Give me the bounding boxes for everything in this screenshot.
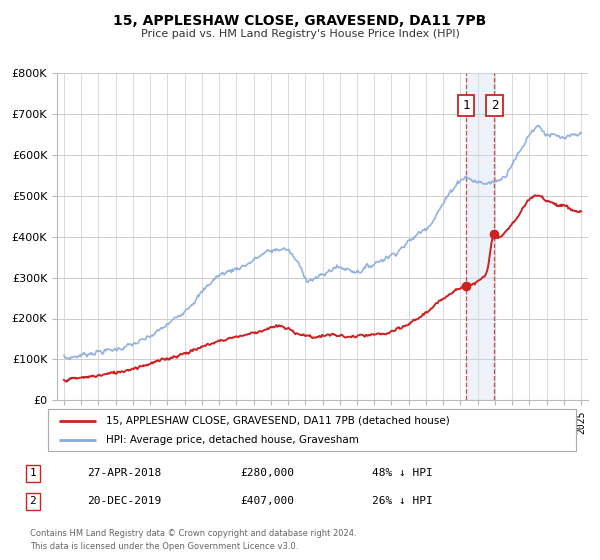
- Text: 15, APPLESHAW CLOSE, GRAVESEND, DA11 7PB: 15, APPLESHAW CLOSE, GRAVESEND, DA11 7PB: [113, 14, 487, 28]
- Text: 1: 1: [29, 468, 37, 478]
- Text: 2: 2: [491, 99, 498, 112]
- Text: HPI: Average price, detached house, Gravesham: HPI: Average price, detached house, Grav…: [106, 435, 359, 445]
- Text: 26% ↓ HPI: 26% ↓ HPI: [372, 496, 433, 506]
- Text: 20-DEC-2019: 20-DEC-2019: [87, 496, 161, 506]
- Text: 48% ↓ HPI: 48% ↓ HPI: [372, 468, 433, 478]
- Text: This data is licensed under the Open Government Licence v3.0.: This data is licensed under the Open Gov…: [30, 542, 298, 551]
- Bar: [466, 73, 494, 400]
- Text: 15, APPLESHAW CLOSE, GRAVESEND, DA11 7PB (detached house): 15, APPLESHAW CLOSE, GRAVESEND, DA11 7PB…: [106, 416, 450, 426]
- Text: 1: 1: [462, 99, 470, 112]
- Text: Contains HM Land Registry data © Crown copyright and database right 2024.: Contains HM Land Registry data © Crown c…: [30, 529, 356, 538]
- Text: 2: 2: [29, 496, 37, 506]
- Text: £407,000: £407,000: [240, 496, 294, 506]
- Text: Price paid vs. HM Land Registry's House Price Index (HPI): Price paid vs. HM Land Registry's House …: [140, 29, 460, 39]
- Text: 27-APR-2018: 27-APR-2018: [87, 468, 161, 478]
- FancyBboxPatch shape: [48, 409, 576, 451]
- Text: £280,000: £280,000: [240, 468, 294, 478]
